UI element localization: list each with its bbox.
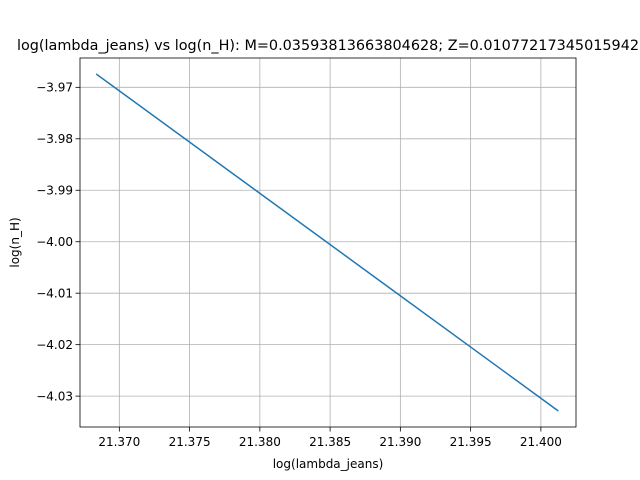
y-tick-label: −4.03	[36, 389, 73, 403]
y-tick-label: −4.00	[36, 235, 73, 249]
x-axis-label: log(lambda_jeans)	[273, 457, 384, 471]
y-tick-label: −4.01	[36, 286, 73, 300]
x-tick-label: 21.385	[309, 435, 351, 449]
x-tick-label: 21.395	[450, 435, 492, 449]
chart-title: log(lambda_jeans) vs log(n_H): M=0.03593…	[17, 38, 639, 54]
x-tick-label: 21.400	[520, 435, 562, 449]
y-tick-label: −3.97	[36, 81, 73, 95]
y-axis-label: log(n_H)	[8, 217, 22, 267]
x-tick-label: 21.390	[379, 435, 421, 449]
x-axis-ticks: 21.370 21.375 21.380 21.385 21.390 21.395 21.4…	[98, 427, 562, 449]
grid	[80, 58, 576, 427]
y-tick-label: −3.98	[36, 132, 73, 146]
plot-frame	[79, 57, 577, 428]
y-tick-label: −3.99	[36, 184, 73, 198]
series-layer	[95, 73, 559, 412]
y-axis-ticks: −3.97 −3.98 −3.99 −4.00 −4.01 −4.02 −4.03	[36, 81, 80, 403]
x-tick-label: 21.380	[239, 435, 281, 449]
x-tick-label: 21.375	[169, 435, 211, 449]
y-tick-label: −4.02	[36, 338, 73, 352]
series-line-0	[95, 73, 559, 412]
x-tick-label: 21.370	[98, 435, 140, 449]
